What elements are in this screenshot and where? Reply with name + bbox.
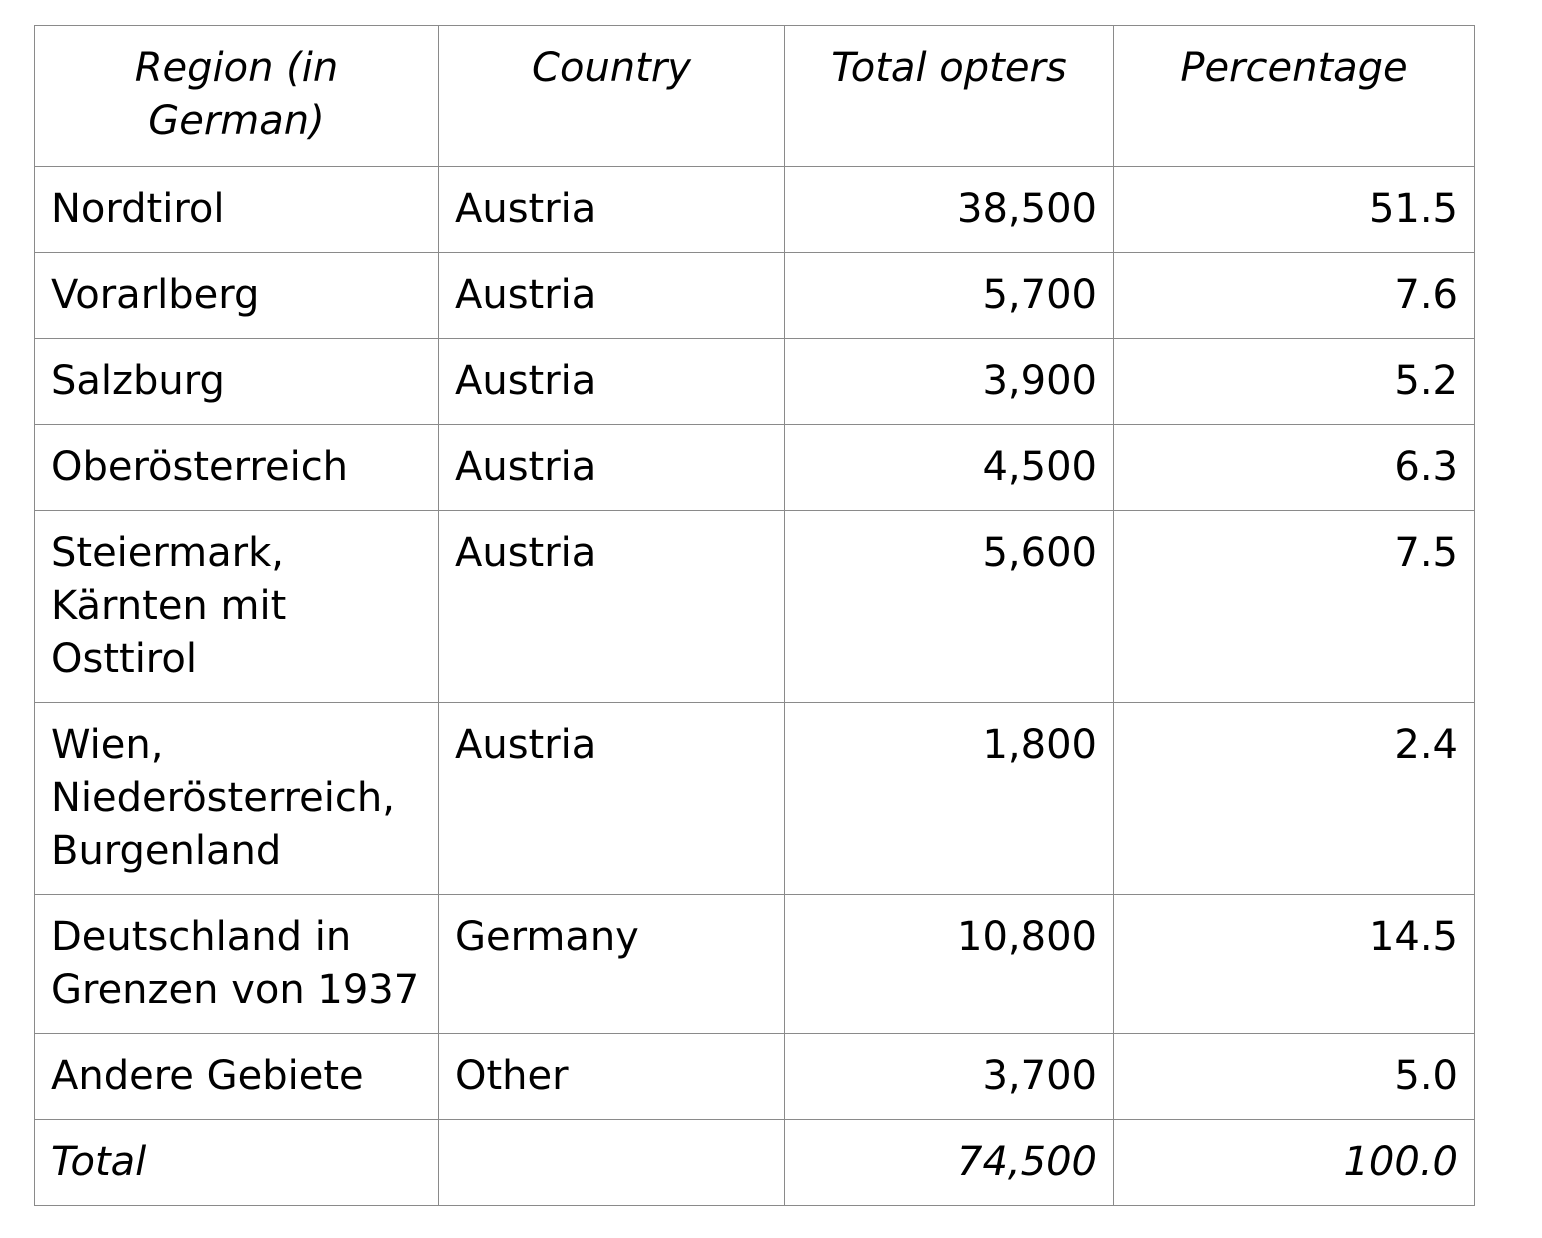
total-row: Total 74,500 100.0 [34, 1119, 1475, 1206]
cell-percentage: 51.5 [1113, 166, 1475, 253]
data-table: Region (in German) Country Total opters … [34, 25, 1475, 1206]
cell-total: 5,600 [784, 510, 1114, 703]
cell-percentage: 5.2 [1113, 338, 1475, 425]
table-row: Deutschland in Grenzen von 1937 Germany … [34, 894, 1475, 1034]
cell-country: Germany [438, 894, 785, 1034]
cell-percentage: 14.5 [1113, 894, 1475, 1034]
cell-percentage: 6.3 [1113, 424, 1475, 511]
table-row: Steiermark, Kärnten mit Osttirol Austria… [34, 510, 1475, 703]
cell-country: Austria [438, 510, 785, 703]
cell-region: Steiermark, Kärnten mit Osttirol [34, 510, 439, 703]
cell-total: 5,700 [784, 252, 1114, 339]
cell-country: Austria [438, 166, 785, 253]
cell-percentage: 7.5 [1113, 510, 1475, 703]
cell-region: Andere Gebiete [34, 1033, 439, 1120]
cell-total: 3,900 [784, 338, 1114, 425]
cell-region: Wien, Niederösterreich, Burgenland [34, 702, 439, 895]
total-country [438, 1119, 785, 1206]
table-row: Vorarlberg Austria 5,700 7.6 [34, 252, 1475, 339]
table-row: Oberösterreich Austria 4,500 6.3 [34, 424, 1475, 511]
table-row: Wien, Niederösterreich, Burgenland Austr… [34, 702, 1475, 895]
cell-total: 3,700 [784, 1033, 1114, 1120]
cell-percentage: 5.0 [1113, 1033, 1475, 1120]
cell-country: Austria [438, 338, 785, 425]
table-row: Andere Gebiete Other 3,700 5.0 [34, 1033, 1475, 1120]
cell-total: 38,500 [784, 166, 1114, 253]
cell-total: 10,800 [784, 894, 1114, 1034]
cell-region: Salzburg [34, 338, 439, 425]
total-label: Total [34, 1119, 439, 1206]
cell-country: Austria [438, 252, 785, 339]
cell-percentage: 2.4 [1113, 702, 1475, 895]
cell-country: Austria [438, 424, 785, 511]
header-row: Region (in German) Country Total opters … [34, 25, 1475, 167]
cell-region: Nordtirol [34, 166, 439, 253]
cell-percentage: 7.6 [1113, 252, 1475, 339]
cell-region: Vorarlberg [34, 252, 439, 339]
cell-total: 1,800 [784, 702, 1114, 895]
header-total-opters: Total opters [784, 25, 1114, 167]
header-region: Region (in German) [34, 25, 439, 167]
cell-country: Austria [438, 702, 785, 895]
table-row: Nordtirol Austria 38,500 51.5 [34, 166, 1475, 253]
cell-country: Other [438, 1033, 785, 1120]
cell-total: 4,500 [784, 424, 1114, 511]
header-percentage: Percentage [1113, 25, 1475, 167]
total-opters-value: 74,500 [784, 1119, 1114, 1206]
cell-region: Deutschland in Grenzen von 1937 [34, 894, 439, 1034]
header-country: Country [438, 25, 785, 167]
total-percentage-value: 100.0 [1113, 1119, 1475, 1206]
table-row: Salzburg Austria 3,900 5.2 [34, 338, 1475, 425]
cell-region: Oberösterreich [34, 424, 439, 511]
